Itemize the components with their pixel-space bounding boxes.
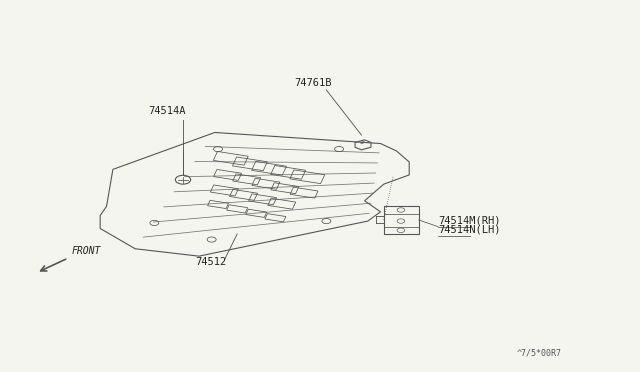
Text: 74514N(LH): 74514N(LH) (438, 224, 500, 234)
Text: ^7/5*00R7: ^7/5*00R7 (517, 349, 562, 358)
Text: 74512: 74512 (196, 257, 227, 267)
Text: 74761B: 74761B (294, 78, 332, 88)
Text: 74514A: 74514A (148, 106, 186, 116)
Text: FRONT: FRONT (72, 246, 101, 256)
Text: 74514M(RH): 74514M(RH) (438, 216, 500, 226)
